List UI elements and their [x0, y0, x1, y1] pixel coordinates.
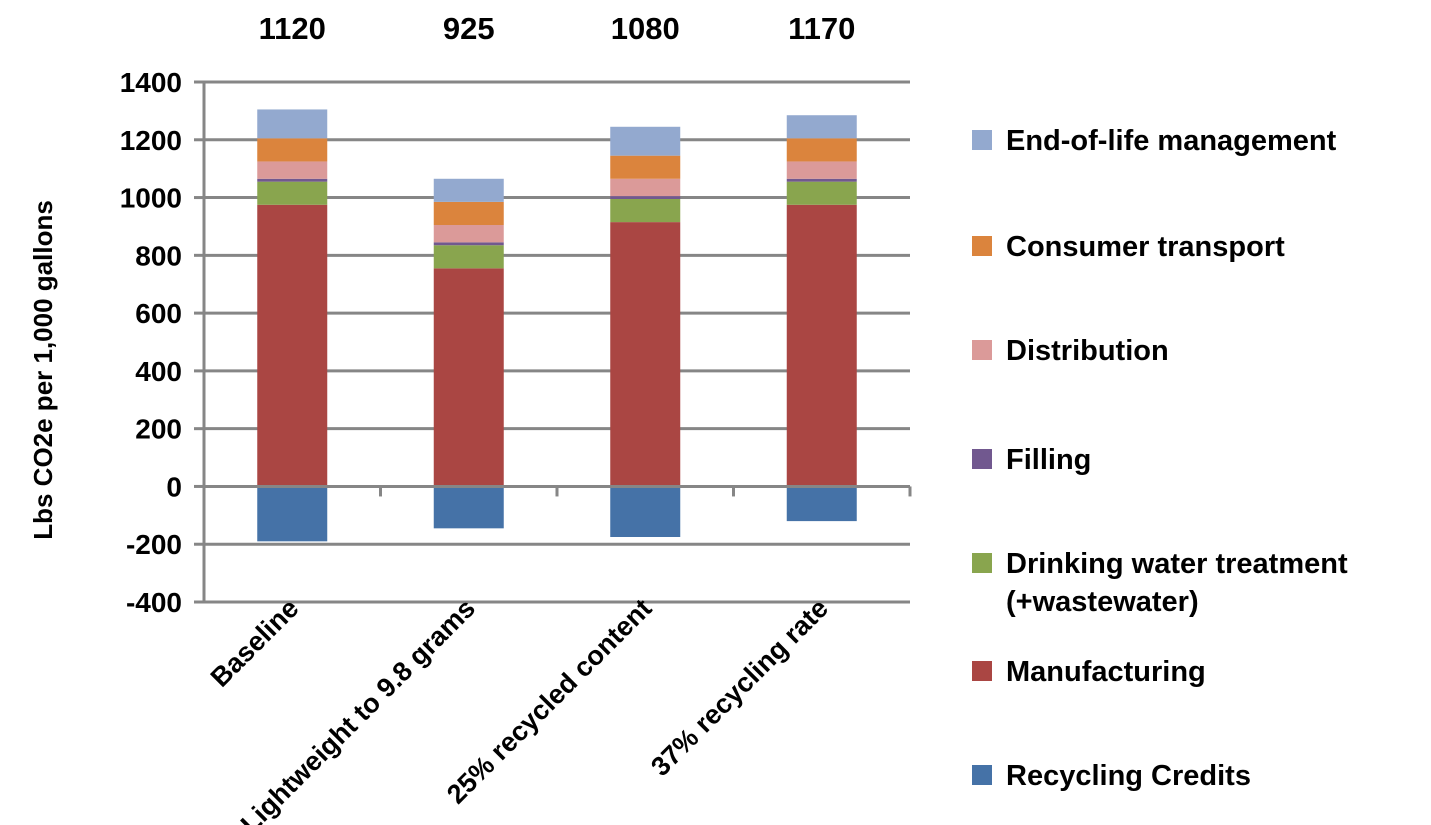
- bar-segment-recycling-credits-25-recycled-content: [610, 486, 681, 537]
- y-tick-label: 1400: [120, 67, 182, 98]
- bar-segment-recycling-credits-37-recycling-rate: [786, 486, 857, 522]
- bar-segment-manufacturing-baseline: [257, 204, 328, 487]
- legend-label-recycling-credits: Recycling Credits: [1006, 760, 1251, 792]
- y-tick-label: 1000: [120, 183, 182, 214]
- legend: End-of-life management Consumer transport…: [972, 125, 1348, 792]
- legend-swatch-drinking-water-treatment-wastewater: [972, 553, 992, 573]
- y-tick-label: 200: [135, 414, 182, 445]
- net-total-label: 1170: [788, 11, 855, 46]
- bar-segment-distribution-baseline: [257, 161, 328, 179]
- y-tick-label: 1200: [120, 125, 182, 156]
- bar-segment-end-of-life-management-25-recycled-content: [610, 126, 681, 156]
- bar-segment-end-of-life-management-baseline: [257, 109, 328, 139]
- legend-swatch-end-of-life-management: [972, 130, 992, 150]
- legend-swatch-filling: [972, 449, 992, 469]
- bar-segment-consumer-transport-baseline: [257, 138, 328, 162]
- net-total-label: 1080: [611, 11, 680, 46]
- y-tick-labels: -400 -200 0 200 400 600 800 1000 1200 1400: [120, 67, 182, 618]
- x-tick-label: Baseline: [205, 593, 305, 693]
- y-tick-label: 800: [135, 240, 182, 271]
- legend-label-distribution: Distribution: [1006, 335, 1169, 367]
- bar-segment-filling-37-recycling-rate: [786, 178, 857, 182]
- legend-label-manufacturing: Manufacturing: [1006, 656, 1206, 688]
- bar-segment-end-of-life-management-37-recycling-rate: [786, 115, 857, 139]
- bar-segment-consumer-transport-37-recycling-rate: [786, 138, 857, 162]
- bar-segment-recycling-credits-baseline: [257, 486, 328, 542]
- bar-segment-filling-baseline: [257, 178, 328, 182]
- bar-segment-end-of-life-management-lightweight-to-9-8-grams: [433, 178, 504, 202]
- bar-segment-consumer-transport-lightweight-to-9-8-grams: [433, 201, 504, 225]
- bar-segment-filling-lightweight-to-9-8-grams: [433, 242, 504, 246]
- legend-swatch-consumer-transport: [972, 236, 992, 256]
- bar-segment-drinking-water-treatment-wastewater-baseline: [257, 181, 328, 205]
- net-total-labels: 1120 925 1080 1170: [259, 11, 856, 46]
- bar-segment-drinking-water-treatment-wastewater-25-recycled-content: [610, 199, 681, 223]
- legend-label-drinking-water-treatment-wastewater: Drinking water treatment (+wastewater): [1006, 548, 1348, 618]
- legend-label-filling: Filling: [1006, 444, 1091, 476]
- bar-segment-manufacturing-lightweight-to-9-8-grams: [433, 268, 504, 487]
- bar-segment-drinking-water-treatment-wastewater-lightweight-to-9-8-grams: [433, 245, 504, 269]
- bar-segment-distribution-25-recycled-content: [610, 178, 681, 197]
- bar-segment-distribution-37-recycling-rate: [786, 161, 857, 179]
- legend-label-consumer-transport: Consumer transport: [1006, 231, 1285, 263]
- bars: [257, 109, 857, 542]
- x-tick-label: 25% recycled content: [441, 593, 657, 809]
- bar-segment-drinking-water-treatment-wastewater-37-recycling-rate: [786, 181, 857, 205]
- legend-label-end-of-life-management: End-of-life management: [1006, 125, 1337, 157]
- y-tick-label: -400: [126, 587, 182, 618]
- y-axis-title: Lbs CO2e per 1,000 gallons: [28, 200, 58, 540]
- axes: [194, 80, 912, 604]
- legend-swatch-distribution: [972, 340, 992, 360]
- net-total-label: 1120: [259, 11, 326, 46]
- y-tick-label: -200: [126, 529, 182, 560]
- bar-segment-consumer-transport-25-recycled-content: [610, 155, 681, 179]
- bar-segment-filling-25-recycled-content: [610, 196, 681, 199]
- bar-segment-manufacturing-25-recycled-content: [610, 222, 681, 487]
- x-tick-label: 37% recycling rate: [645, 593, 834, 782]
- legend-swatch-manufacturing: [972, 661, 992, 681]
- net-total-label: 925: [443, 11, 495, 46]
- y-tick-label: 400: [135, 356, 182, 387]
- legend-swatch-recycling-credits: [972, 765, 992, 785]
- bar-segment-distribution-lightweight-to-9-8-grams: [433, 225, 504, 243]
- y-tick-label: 600: [135, 298, 182, 329]
- y-tick-label: 0: [166, 471, 182, 502]
- bar-segment-manufacturing-37-recycling-rate: [786, 204, 857, 487]
- bar-segment-recycling-credits-lightweight-to-9-8-grams: [433, 486, 504, 529]
